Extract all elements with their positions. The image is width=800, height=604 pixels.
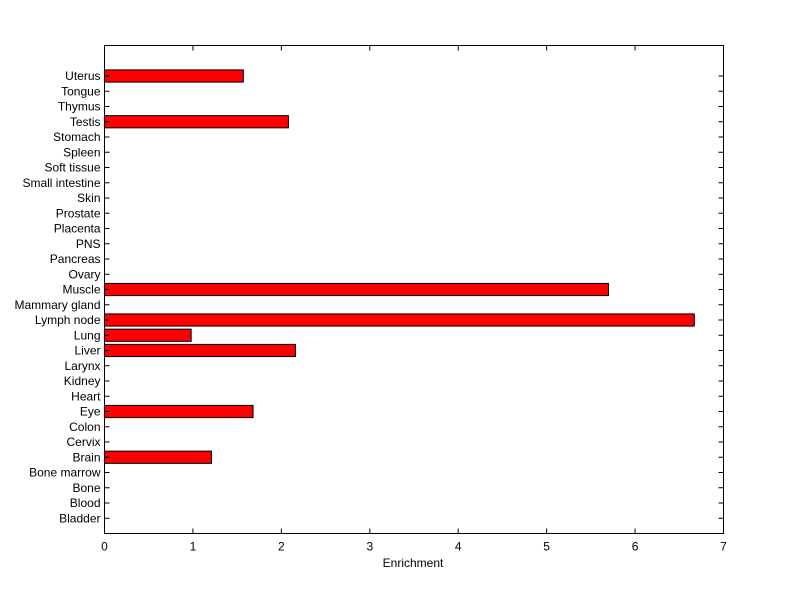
y-tick-label: Prostate	[56, 206, 101, 220]
y-tick-label: Heart	[71, 389, 101, 403]
y-tick-label: Spleen	[63, 145, 100, 159]
x-tick-label: 5	[543, 540, 550, 554]
y-tick-label: Bone marrow	[29, 466, 101, 480]
y-tick-label: Larynx	[64, 359, 100, 373]
y-tick-label: Bladder	[59, 511, 100, 525]
y-tick-label: Liver	[74, 344, 100, 358]
x-tick-label: 6	[632, 540, 639, 554]
y-tick-label: Soft tissue	[44, 161, 100, 175]
y-tick-label: Small intestine	[22, 176, 100, 190]
bar-uterus	[104, 69, 244, 83]
y-tick-label: Ovary	[68, 267, 100, 281]
y-tick-label: Skin	[77, 191, 100, 205]
x-axis-label: Enrichment	[383, 556, 444, 570]
bar-brain	[104, 450, 212, 464]
y-tick-label: Placenta	[54, 222, 101, 236]
x-tick-label: 2	[278, 540, 285, 554]
y-tick-label: Kidney	[64, 374, 101, 388]
y-tick-label: Stomach	[53, 130, 100, 144]
bar-eye	[104, 404, 254, 419]
y-tick-label: PNS	[76, 237, 101, 251]
bar-liver	[104, 343, 297, 358]
bar-lung	[104, 328, 192, 342]
y-tick-label: Tongue	[61, 84, 101, 98]
bar-testis	[104, 115, 289, 129]
y-tick-label: Pancreas	[50, 252, 101, 266]
y-tick-label: Cervix	[66, 435, 100, 449]
y-tick-label: Mammary gland	[14, 298, 100, 312]
x-tick-label: 7	[720, 540, 727, 554]
y-tick-label: Blood	[70, 496, 101, 510]
y-tick-label: Colon	[69, 420, 100, 434]
x-tick-label: 0	[101, 540, 108, 554]
y-tick-label: Testis	[70, 115, 101, 129]
y-tick-label: Lung	[74, 328, 101, 342]
y-tick-label: Brain	[72, 450, 100, 464]
y-tick-label: Bone	[72, 481, 100, 495]
y-tick-label: Muscle	[62, 283, 100, 297]
y-tick-label: Eye	[80, 405, 101, 419]
y-tick-label: Uterus	[65, 69, 100, 83]
y-tick-label: Thymus	[58, 100, 101, 114]
bar-muscle	[104, 282, 610, 297]
x-tick-label: 1	[190, 540, 197, 554]
x-tick-label: 3	[366, 540, 373, 554]
y-tick-label: Lymph node	[35, 313, 101, 327]
x-tick-label: 4	[455, 540, 462, 554]
bar-lymph-node	[104, 313, 695, 327]
